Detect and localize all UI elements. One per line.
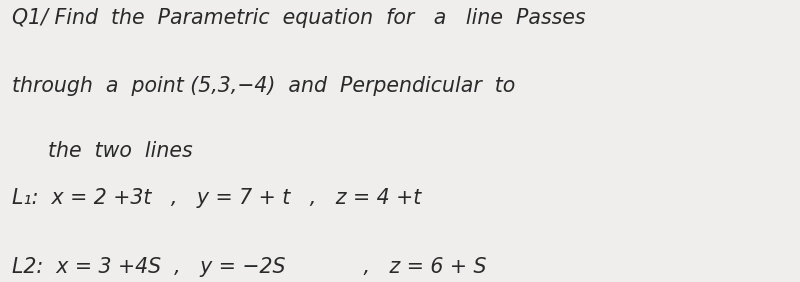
Text: Q1/ Find  the  Parametric  equation  for   a   line  Passes: Q1/ Find the Parametric equation for a l… bbox=[12, 8, 586, 28]
Text: L2:  x = 3 +4S  ,   y = −2S            ,   z = 6 + S: L2: x = 3 +4S , y = −2S , z = 6 + S bbox=[12, 257, 486, 277]
Text: through  a  point (5,3,−4)  and  Perpendicular  to: through a point (5,3,−4) and Perpendicul… bbox=[12, 76, 515, 96]
Text: the  two  lines: the two lines bbox=[48, 141, 193, 161]
Text: L₁:  x = 2 +3t   ,   y = 7 + t   ,   z = 4 +t: L₁: x = 2 +3t , y = 7 + t , z = 4 +t bbox=[12, 188, 422, 208]
